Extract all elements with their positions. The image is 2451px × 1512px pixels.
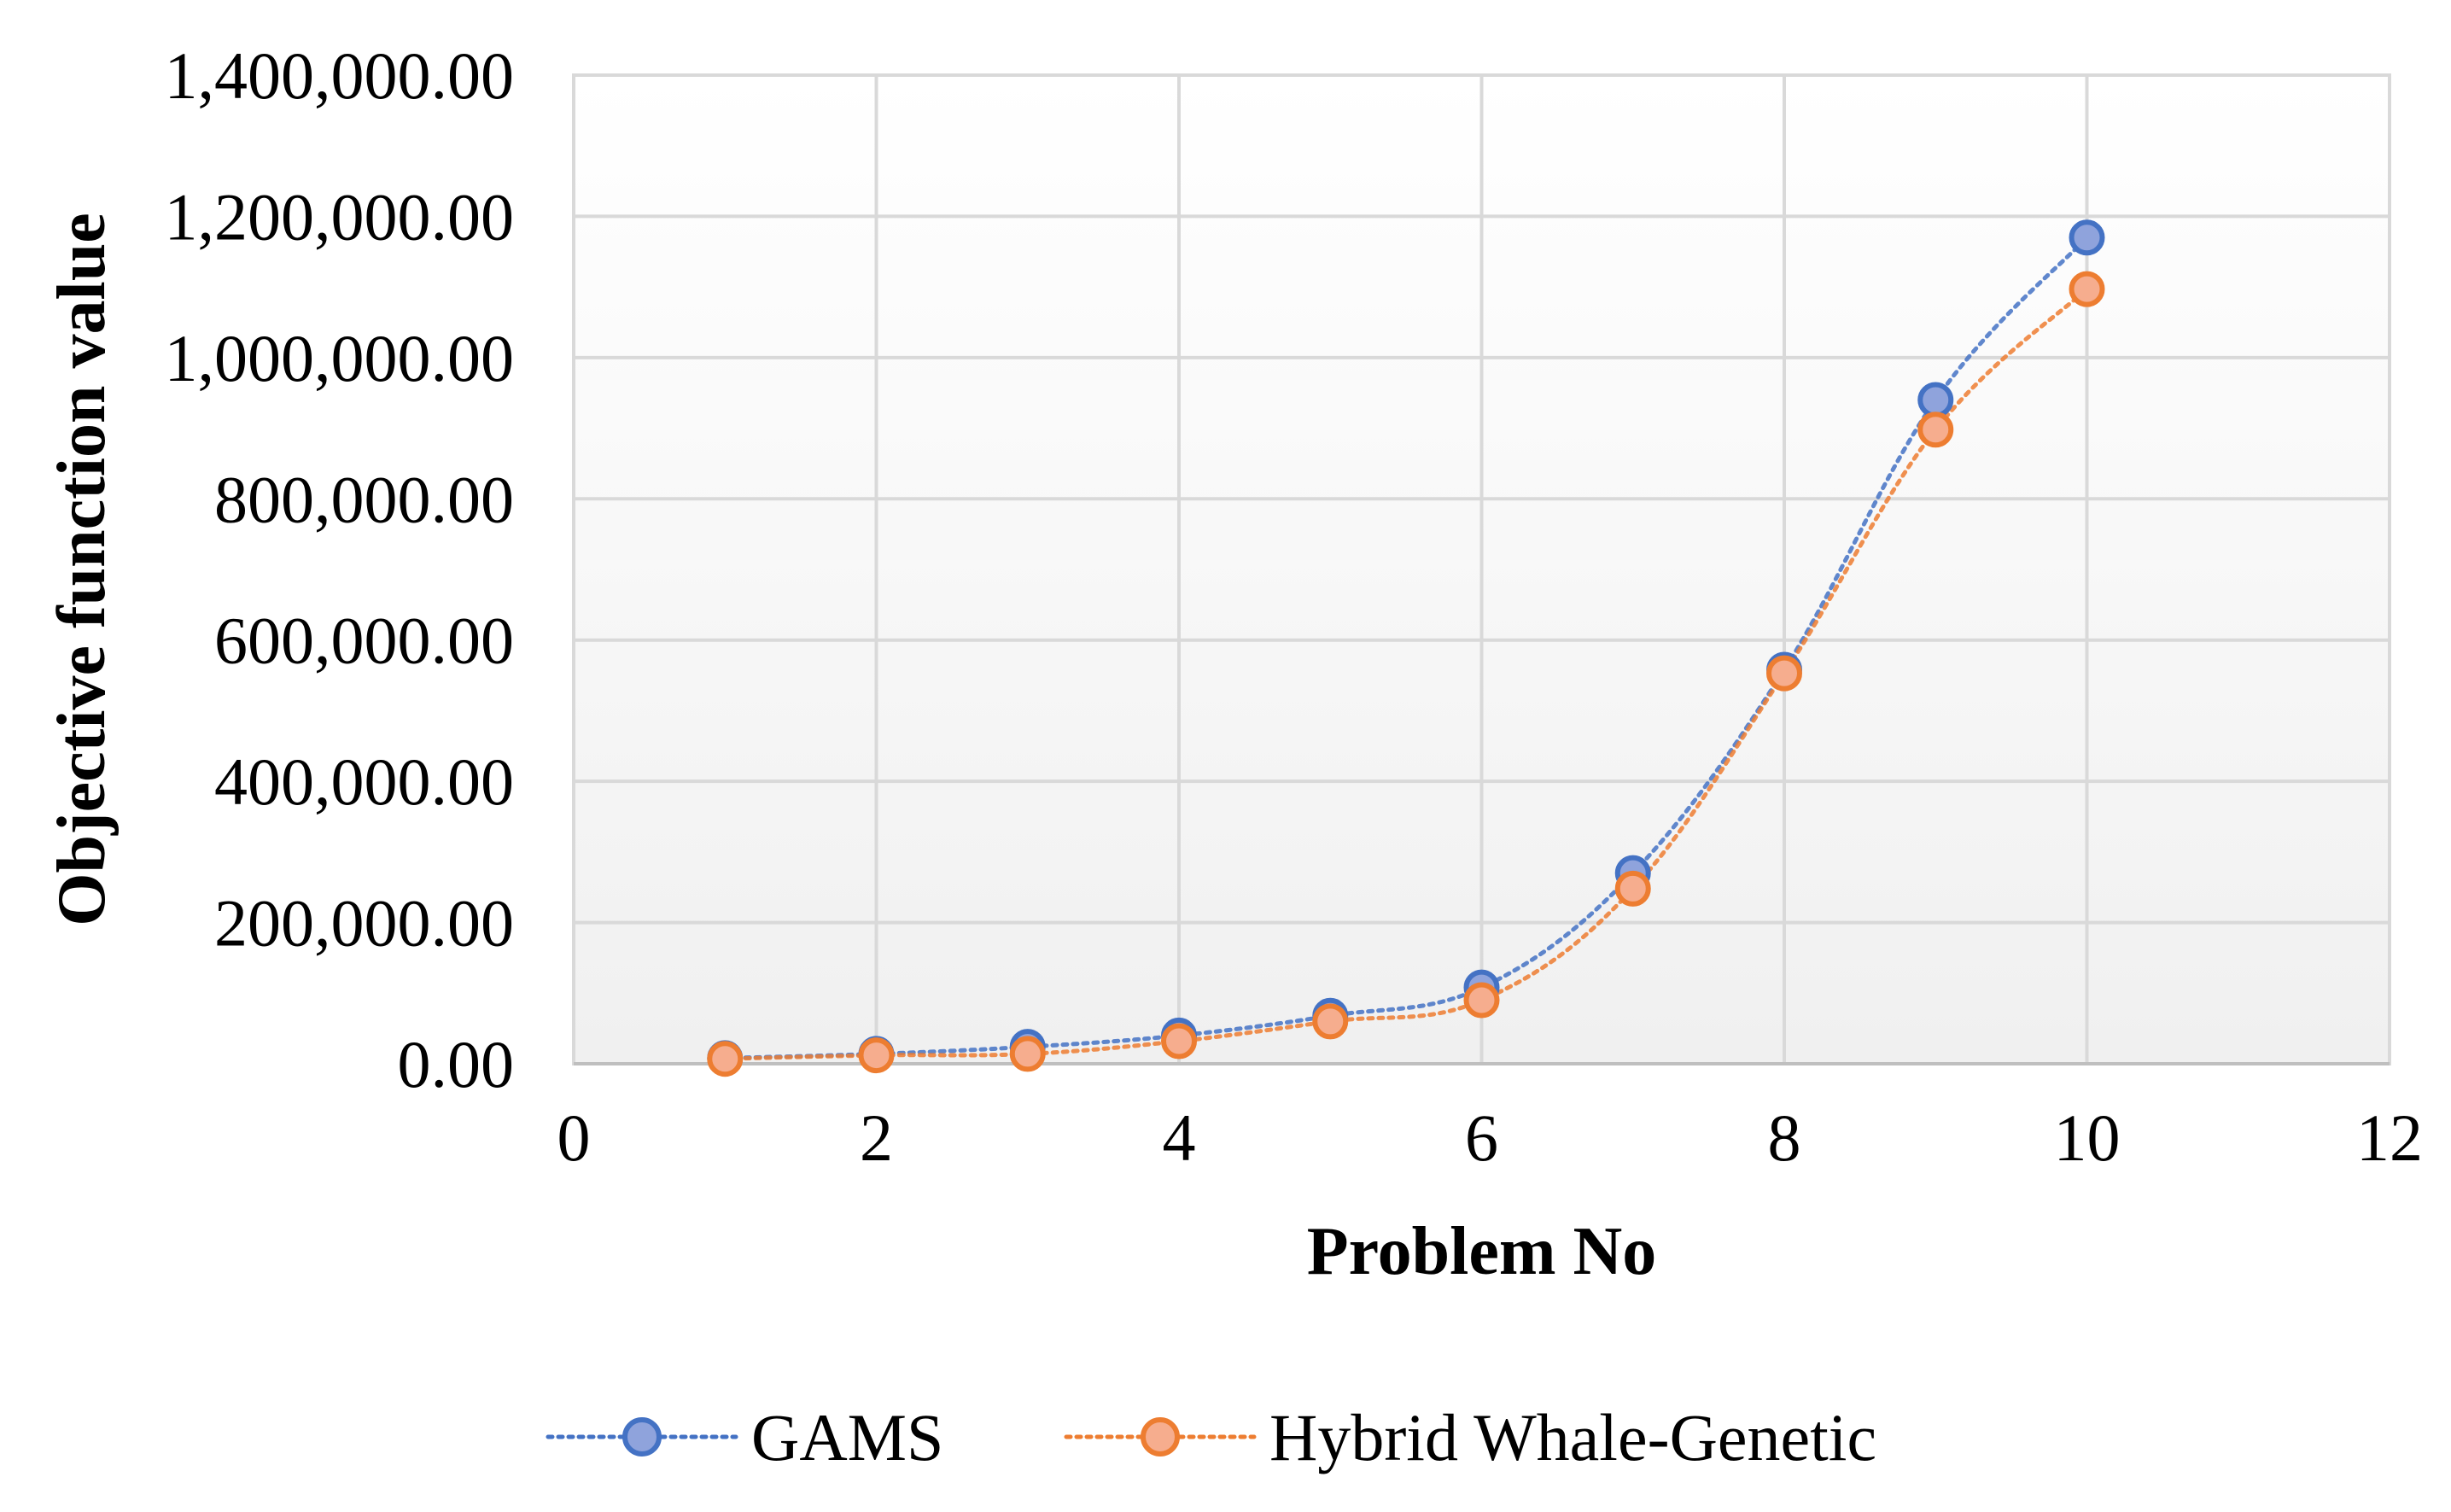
legend: GAMS Hybrid Whale-Genetic	[546, 1400, 1876, 1474]
x-tick-label-1: 2	[860, 1100, 893, 1175]
y-tick-label-6: 1,200,000.00	[165, 179, 515, 254]
series-1-point-5	[1463, 982, 1500, 1019]
series-1-point-7	[1766, 655, 1802, 692]
series-1-point-2	[1009, 1036, 1046, 1072]
y-axis-ticks: 0.00 200,000.00 400,000.00 600,000.00 800,00…	[165, 38, 515, 1101]
series-1-point-6	[1614, 870, 1651, 907]
y-axis-title: Objective function value	[44, 213, 120, 925]
legend-marker-1	[1141, 1417, 1180, 1457]
x-tick-label-3: 6	[1465, 1100, 1498, 1175]
series-1-point-1	[858, 1037, 895, 1074]
legend-label-0: GAMS	[751, 1400, 943, 1474]
x-tick-label-6: 12	[2356, 1100, 2423, 1175]
series-1-point-9	[2069, 271, 2105, 307]
y-tick-label-4: 800,000.00	[214, 462, 514, 536]
x-axis-ticks: 0 2 4 6 8 10 12	[557, 1100, 2424, 1175]
x-tick-label-2: 4	[1163, 1100, 1196, 1175]
legend-label-1: Hybrid Whale-Genetic	[1269, 1400, 1876, 1474]
legend-marker-0	[622, 1417, 662, 1457]
y-tick-label-5: 1,000,000.00	[165, 321, 515, 395]
series-0-point-8	[1917, 382, 1954, 418]
series-points	[707, 219, 2105, 1077]
y-tick-label-1: 200,000.00	[214, 886, 514, 960]
y-tick-label-3: 600,000.00	[214, 604, 514, 678]
x-axis-title: Problem No	[1307, 1214, 1657, 1289]
y-tick-label-2: 400,000.00	[214, 744, 514, 819]
y-tick-label-0: 0.00	[398, 1027, 515, 1101]
series-1-point-4	[1312, 1003, 1349, 1040]
series-1-point-3	[1161, 1023, 1197, 1060]
series-1-point-8	[1917, 412, 1954, 448]
series-0-point-9	[2069, 219, 2105, 256]
x-tick-label-5: 10	[2054, 1100, 2121, 1175]
x-tick-label-4: 8	[1768, 1100, 1801, 1175]
x-tick-label-0: 0	[557, 1100, 591, 1175]
y-tick-label-7: 1,400,000.00	[165, 38, 515, 113]
series-1-point-0	[707, 1041, 744, 1077]
